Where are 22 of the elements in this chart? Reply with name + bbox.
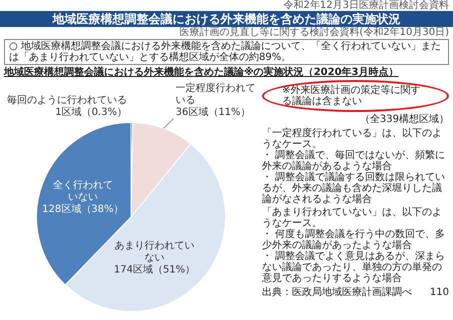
slice-label: あまり行われていない (114, 240, 195, 264)
text: ・ 調整会議で、毎回ではないが、頻繁に外来の議論があるような場合 (262, 150, 446, 172)
text: ・ 調整会議で議論する回数は限られているが、外来の議論も含めた深堀りした議論がなされるような場合 (262, 172, 446, 205)
slice-label: 一定程度行われている (176, 82, 256, 106)
source-note: 出典：医政局地域医療計画課調べ (262, 287, 412, 298)
text: （全339構想区域） (358, 114, 449, 125)
data-label: 128区域（38%） (42, 203, 124, 216)
text: ・ 調整会議でよく意見はあるが、深まらない議論であったり、単独の方の単発の意見であったりするような場合 (262, 251, 446, 284)
text: 医療計画の見直し等に関する検討会資料(令和2年10月30日) (178, 27, 450, 38)
chart-subtitle: 地域医療構想調整会議における外来機能を含めた議論※の実施状況（2020年3月時点） (2, 67, 400, 78)
text: 110 (430, 287, 449, 298)
text: 「一定程度行われている」は、以下のようなケース。 (262, 128, 443, 150)
text: ・ 何度も調整会議を行う中の数回で、多少外来の議論があったような場合 (262, 229, 446, 251)
data-label: 36区域（11%） (176, 106, 251, 118)
text: 「あまり行われていない」は、以下のようなケース。 (262, 207, 443, 229)
slice-label: 毎回のように行われている (7, 94, 127, 106)
text: ○ 地域医療構想調整会議における外来機能を含めた議論について、「全く行われていない」または「あまり行われていない」とする構想区域が全体の約89%。 (4, 39, 449, 65)
slice-label: 全く行われていない (52, 179, 113, 204)
data-label: 174区域（51%） (114, 264, 196, 276)
data-label: 1区域（0.3%） (55, 106, 127, 118)
oval-outline: ※外来医療計画の策定等に関する議論は含まない (262, 80, 449, 112)
chart-title: 地域医療構想調整会議における外来機能を含めた議論の実施状況 (0, 11, 453, 27)
